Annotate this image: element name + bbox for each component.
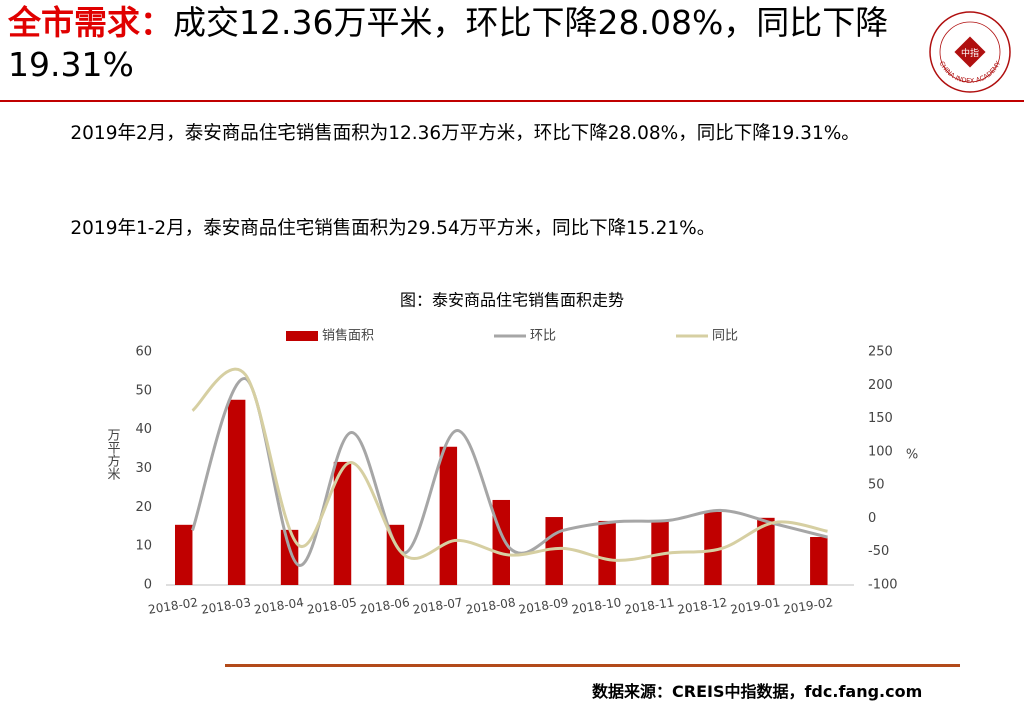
y-tick-label: 50: [135, 383, 152, 398]
y2-tick-label: 50: [868, 478, 885, 493]
x-tick-label: 2018-06: [359, 595, 411, 617]
bar: [439, 446, 458, 585]
y2-axis-title: %: [906, 448, 918, 463]
x-tick-label: 2018-05: [306, 595, 358, 617]
bar: [280, 529, 299, 585]
y-tick-label: 20: [135, 500, 152, 515]
y2-tick-label: 150: [868, 411, 893, 426]
bar: [492, 499, 510, 585]
x-tick-label: 2018-07: [412, 595, 464, 617]
y-tick-label: 10: [135, 539, 152, 554]
header-rule: [0, 100, 1024, 102]
y2-tick-label: 100: [868, 444, 893, 459]
x-tick-label: 2018-03: [200, 595, 252, 617]
chart-title: 图：泰安商品住宅销售面积走势: [400, 291, 624, 310]
logo: 中指 CHINA INDEX ACADEMY: [929, 11, 1011, 93]
line: [191, 377, 828, 567]
x-tick-label: 2018-10: [571, 595, 623, 617]
legend-label: 环比: [530, 329, 556, 344]
x-tick-label: 2018-04: [253, 595, 305, 617]
bar: [333, 461, 352, 585]
y-tick-label: 60: [135, 345, 152, 360]
y-axis-title: 万平方米: [105, 428, 121, 480]
y-tick-label: 30: [135, 461, 152, 476]
y-tick-label: 0: [144, 578, 152, 593]
x-tick-label: 2019-02: [782, 595, 834, 617]
paragraph: 2019年1-2月，泰安商品住宅销售面积为29.54万平方米，同比下降15.21…: [70, 218, 716, 239]
title-highlight: 全市需求：: [8, 3, 173, 42]
bar: [704, 511, 722, 585]
x-tick-label: 2018-02: [147, 595, 199, 617]
y2-tick-label: -100: [868, 578, 898, 593]
logo-cn: 中指: [961, 47, 979, 59]
y2-tick-label: 200: [868, 378, 893, 393]
legend-label: 同比: [712, 329, 738, 344]
bar: [598, 520, 616, 585]
x-tick-label: 2018-09: [518, 595, 570, 617]
legend-swatch: [286, 331, 318, 341]
y2-tick-label: -50: [868, 544, 889, 559]
line: [191, 367, 828, 562]
slide-title: 全市需求：成交12.36万平米，环比下降28.08%，同比下降19.31%: [8, 2, 923, 86]
x-tick-label: 2018-12: [676, 595, 728, 617]
x-tick-label: 2018-11: [624, 595, 676, 617]
title-text: 成交12.36万平米，环比下降28.08%，同比下降19.31%: [8, 3, 889, 84]
bar: [174, 524, 193, 585]
y-tick-label: 40: [135, 422, 152, 437]
footer-rule: [225, 664, 960, 667]
y2-tick-label: 0: [868, 511, 876, 526]
bar: [386, 524, 405, 585]
x-tick-label: 2018-08: [465, 595, 517, 617]
x-tick-label: 2019-01: [729, 595, 781, 617]
bar: [810, 537, 828, 585]
source: 数据来源：CREIS中指数据，fdc.fang.com: [592, 682, 923, 701]
paragraph: 2019年2月，泰安商品住宅销售面积为12.36万平方米，环比下降28.08%，…: [70, 123, 860, 144]
bar: [227, 399, 246, 585]
bar: [545, 517, 563, 585]
bar: [757, 517, 775, 585]
y2-tick-label: 250: [868, 345, 893, 360]
legend-label: 销售面积: [322, 328, 374, 344]
